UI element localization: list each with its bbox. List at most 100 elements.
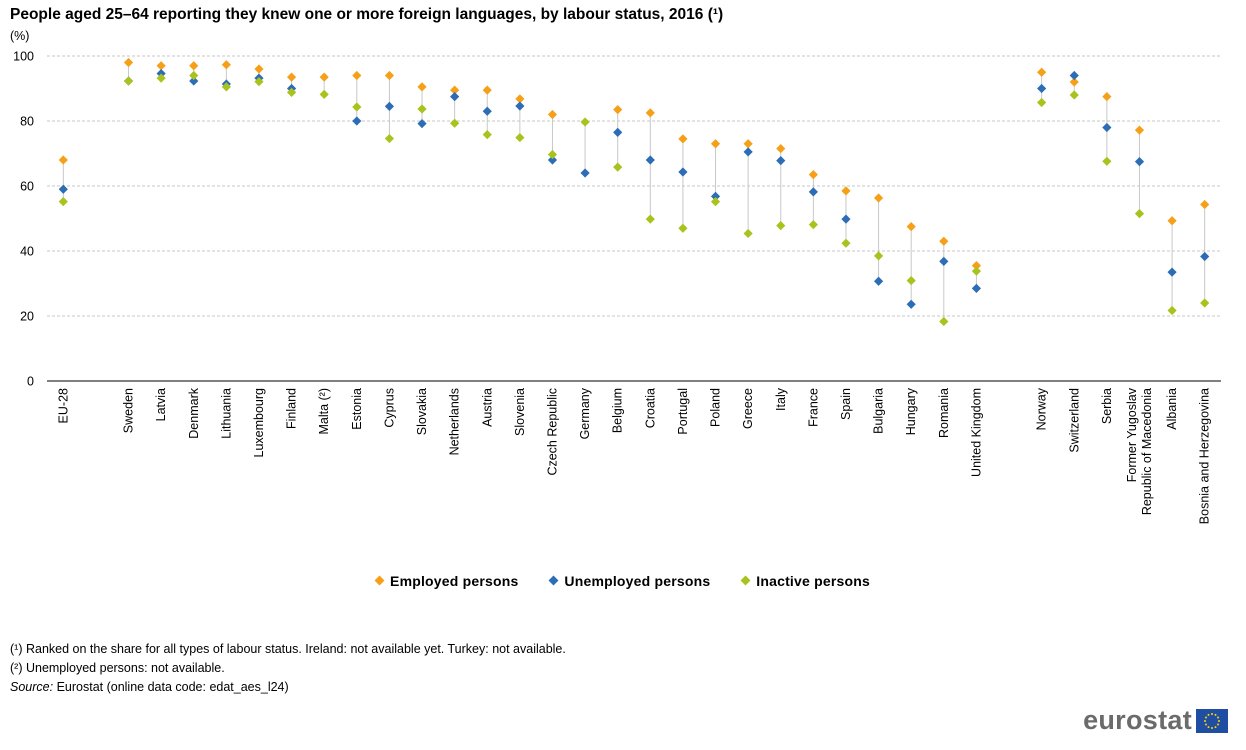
data-point-inactive-persons xyxy=(971,266,982,276)
legend-label: Employed persons xyxy=(390,573,519,589)
x-tick-label: Serbia xyxy=(1100,388,1114,424)
data-point-unemployed-persons xyxy=(678,167,688,177)
data-point-employed-persons xyxy=(58,155,68,165)
data-point-employed-persons xyxy=(417,82,427,92)
data-point-unemployed-persons xyxy=(743,147,753,157)
x-tick-label: Austria xyxy=(480,388,494,427)
data-point-unemployed-persons xyxy=(971,283,982,293)
legend-item-unemployed: Unemployed persons xyxy=(548,573,710,589)
diamond-marker-icon xyxy=(740,575,751,586)
data-point-inactive-persons xyxy=(450,118,460,128)
y-tick-label: 80 xyxy=(20,115,34,129)
x-tick-label: Poland xyxy=(709,388,723,427)
x-tick-label: United Kingdom xyxy=(969,388,983,477)
data-point-employed-persons xyxy=(482,85,492,95)
data-point-inactive-persons xyxy=(156,73,166,83)
footnote-2: (²) Unemployed persons: not available. xyxy=(10,661,225,675)
data-point-unemployed-persons xyxy=(450,92,460,102)
data-point-inactive-persons xyxy=(482,130,492,140)
data-point-employed-persons xyxy=(189,61,199,71)
x-tick-label: Bosnia and Herzegovina xyxy=(1198,388,1212,524)
data-point-inactive-persons xyxy=(808,220,818,230)
data-point-employed-persons xyxy=(808,170,818,180)
data-point-inactive-persons xyxy=(417,104,427,114)
data-point-employed-persons xyxy=(1037,67,1047,77)
chart-plot: (%) 0 20 40 60 80 100 EU-28 Sweden Latvia Denmar… xyxy=(10,29,1221,524)
data-point-employed-persons xyxy=(841,186,851,196)
data-point-unemployed-persons xyxy=(939,256,949,266)
chart-title: People aged 25–64 reporting they knew on… xyxy=(10,6,724,23)
x-tick-label: Netherlands xyxy=(448,388,462,455)
data-point-unemployed-persons xyxy=(1167,267,1177,277)
data-point-inactive-persons xyxy=(1134,209,1145,219)
data-point-inactive-persons xyxy=(906,275,916,286)
data-point-inactive-persons xyxy=(939,316,949,327)
x-tick-label: Norway xyxy=(1035,387,1049,430)
data-point-employed-persons xyxy=(743,139,753,149)
data-point-inactive-persons xyxy=(873,251,884,261)
data-point-unemployed-persons xyxy=(1102,122,1112,133)
data-point-unemployed-persons xyxy=(613,127,623,137)
data-point-employed-persons xyxy=(873,193,884,203)
data-point-employed-persons xyxy=(613,105,623,115)
data-point-unemployed-persons xyxy=(1069,70,1079,81)
data-point-inactive-persons xyxy=(613,162,623,172)
data-point-inactive-persons xyxy=(254,77,264,87)
data-point-inactive-persons xyxy=(123,76,134,86)
data-point-unemployed-persons xyxy=(1200,251,1210,262)
data-point-employed-persons xyxy=(1167,216,1177,226)
brand-name: eurostat xyxy=(1083,705,1192,735)
data-point-unemployed-persons xyxy=(873,276,884,286)
y-tick-label: 0 xyxy=(27,375,34,389)
data-point-employed-persons xyxy=(645,108,655,118)
data-point-employed-persons xyxy=(547,109,558,120)
data-point-inactive-persons xyxy=(1037,97,1047,108)
x-tick-label: Croatia xyxy=(643,388,657,428)
data-point-unemployed-persons xyxy=(189,76,199,86)
x-tick-label: Switzerland xyxy=(1067,388,1081,453)
y-tick-label: 40 xyxy=(20,245,34,259)
data-point-inactive-persons xyxy=(352,102,362,112)
eu-flag-icon xyxy=(1196,708,1228,733)
x-axis-labels: EU-28 Sweden Latvia Denmark Lithuania Luxembo… xyxy=(56,387,1211,524)
x-tick-label: EU-28 xyxy=(56,388,70,423)
x-tick-label: France xyxy=(806,388,820,427)
legend-item-inactive: Inactive persons xyxy=(740,573,870,589)
range-connectors xyxy=(62,62,1206,322)
data-point-employed-persons xyxy=(254,64,264,74)
data-point-employed-persons xyxy=(906,222,916,232)
chart-legend: Employed persons Unemployed persons Inac… xyxy=(0,573,1246,589)
diamond-marker-icon xyxy=(374,575,385,586)
data-point-unemployed-persons xyxy=(808,187,818,197)
x-tick-label: Sweden xyxy=(122,388,136,433)
data-point-employed-persons xyxy=(515,94,525,104)
x-tick-label: Greece xyxy=(741,388,755,429)
data-point-inactive-persons xyxy=(286,87,297,97)
x-tick-label: Lithuania xyxy=(219,388,233,439)
y-tick-label: 20 xyxy=(20,310,34,324)
data-point-unemployed-persons xyxy=(710,191,721,201)
data-point-employed-persons xyxy=(971,261,982,271)
data-point-employed-persons xyxy=(384,70,395,81)
data-point-unemployed-persons xyxy=(580,168,590,178)
x-tick-label: Bulgaria xyxy=(872,388,886,434)
source-text: Eurostat (online data code: edat_aes_l24… xyxy=(53,680,289,694)
data-point-inactive-persons xyxy=(678,223,688,233)
data-point-employed-persons xyxy=(221,60,231,70)
x-tick-label: Czech Republic xyxy=(545,388,559,476)
data-point-inactive-persons xyxy=(1200,298,1210,308)
data-point-employed-persons xyxy=(319,72,329,82)
data-point-unemployed-persons xyxy=(1134,157,1145,167)
x-tick-label: Former Yugoslav xyxy=(1125,387,1139,482)
data-point-unemployed-persons xyxy=(417,119,427,129)
x-tick-label: Republic of Macedonia xyxy=(1140,388,1154,515)
data-point-unemployed-persons xyxy=(1037,83,1047,94)
data-point-employed-persons xyxy=(678,134,688,144)
data-point-employed-persons xyxy=(1069,77,1079,87)
data-point-inactive-persons xyxy=(189,70,199,81)
x-tick-label: Belgium xyxy=(611,388,625,433)
x-tick-label: Hungary xyxy=(904,387,918,435)
y-tick-label: 60 xyxy=(20,180,34,194)
data-point-inactive-persons xyxy=(515,132,525,143)
eurostat-logo: eurostat xyxy=(1083,705,1228,736)
